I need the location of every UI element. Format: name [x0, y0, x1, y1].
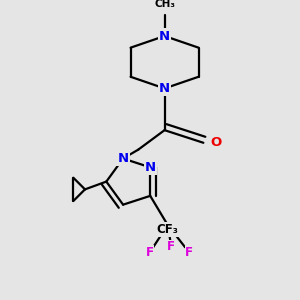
Text: CF₃: CF₃ [157, 223, 178, 236]
Text: N: N [118, 152, 129, 165]
Text: N: N [159, 29, 170, 43]
Text: F: F [185, 246, 193, 259]
Text: F: F [146, 246, 154, 259]
Text: N: N [159, 82, 170, 95]
Text: CH₃: CH₃ [154, 0, 175, 9]
Text: N: N [145, 161, 156, 174]
Text: F: F [167, 240, 175, 253]
Text: O: O [210, 136, 222, 149]
